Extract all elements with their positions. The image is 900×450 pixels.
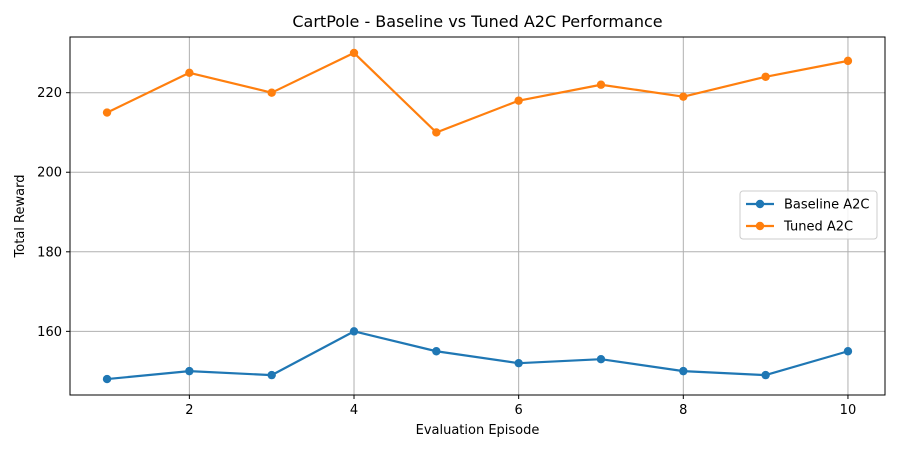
plot-frame <box>69 36 886 396</box>
legend-marker <box>755 221 765 231</box>
legend-label: Tuned A2C <box>783 220 853 235</box>
data-point <box>267 88 276 97</box>
data-point <box>432 347 441 356</box>
series-line <box>106 51 849 134</box>
legend-label: Baseline A2C <box>784 198 870 213</box>
data-point <box>185 68 194 78</box>
data-point <box>514 358 523 368</box>
chart-title: CartPole - Baseline vs Tuned A2C Perform… <box>292 12 662 31</box>
data-point <box>596 355 606 364</box>
legend-box <box>739 190 878 240</box>
legend-item: Tuned A2C <box>746 220 853 235</box>
data-point <box>102 374 112 384</box>
x-tick-label: 4 <box>350 403 358 418</box>
data-point <box>843 56 853 66</box>
x-tick-label: 2 <box>185 403 193 418</box>
data-point <box>185 366 194 376</box>
data-point <box>432 128 441 137</box>
data-point <box>102 108 112 117</box>
x-tick-label: 10 <box>840 403 857 418</box>
x-axis-label: Evaluation Episode <box>416 423 540 438</box>
data-point <box>349 327 359 336</box>
legend-item: Baseline A2C <box>746 198 870 213</box>
data-point <box>761 72 770 81</box>
data-point <box>596 80 606 89</box>
y-axis-label: Total Reward <box>13 175 28 259</box>
data-point <box>843 347 853 356</box>
axis-ticks: 2 4 6 8 10 160 180 200 220 <box>37 86 856 418</box>
data-point <box>761 370 770 380</box>
plot-series <box>102 48 853 384</box>
data-point <box>514 96 523 105</box>
x-tick-label: 8 <box>679 403 687 418</box>
series-tuned-a2c <box>102 48 853 137</box>
series-baseline-a2c <box>102 327 853 384</box>
y-tick-label: 180 <box>37 245 62 260</box>
x-tick-label: 6 <box>515 403 523 418</box>
legend-marker <box>755 199 765 209</box>
y-tick-label: 220 <box>37 86 62 101</box>
legend: Baseline A2C Tuned A2C <box>739 190 878 240</box>
data-point <box>679 366 688 376</box>
y-tick-label: 160 <box>37 325 62 340</box>
data-point <box>679 92 688 101</box>
series-line <box>106 330 849 381</box>
data-point <box>349 48 359 58</box>
y-tick-label: 200 <box>37 166 62 181</box>
data-point <box>267 370 276 380</box>
